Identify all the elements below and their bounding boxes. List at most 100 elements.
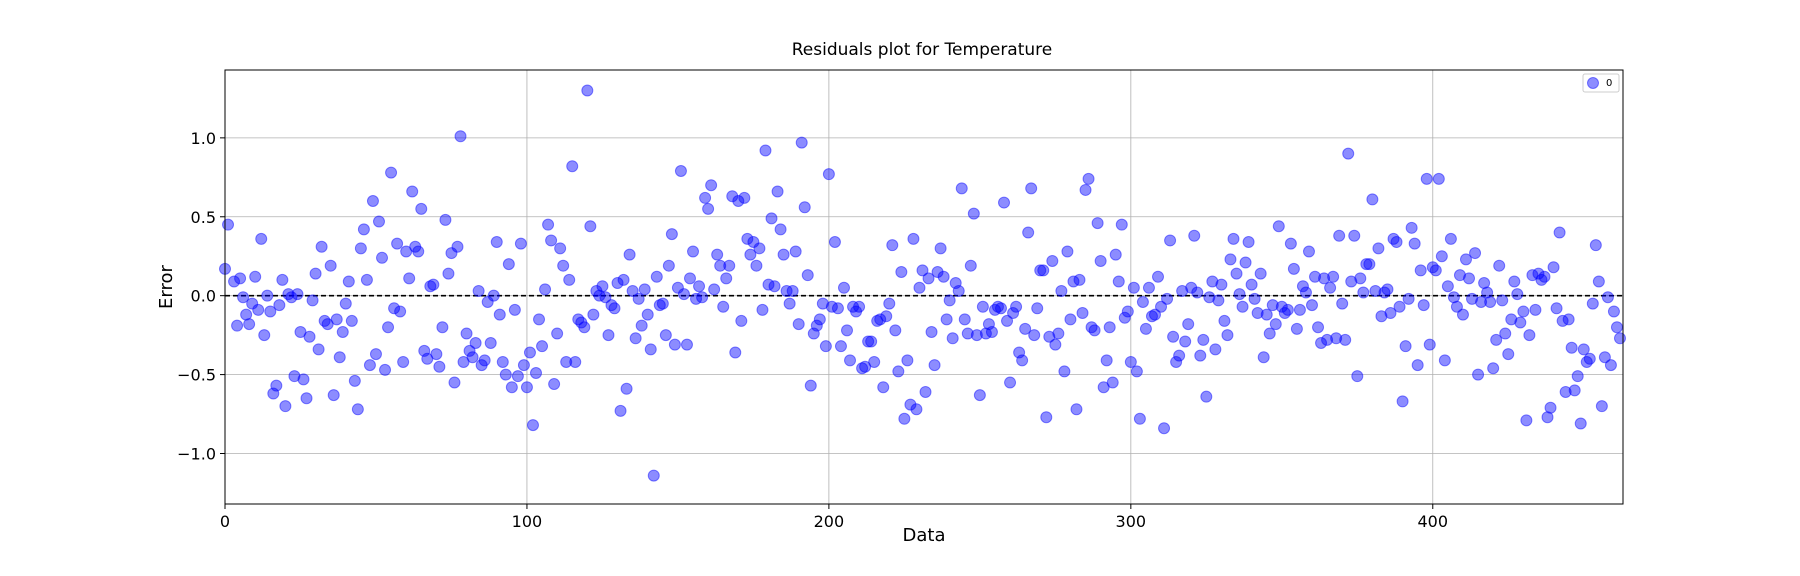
data-point bbox=[372, 215, 385, 228]
data-point bbox=[1444, 232, 1457, 245]
data-point bbox=[222, 218, 235, 231]
data-point bbox=[1478, 277, 1491, 290]
data-point bbox=[635, 319, 648, 332]
data-point bbox=[792, 318, 805, 331]
data-point bbox=[430, 348, 443, 361]
data-point bbox=[1257, 351, 1270, 364]
data-point bbox=[593, 289, 606, 302]
data-point bbox=[1475, 295, 1488, 308]
data-point bbox=[1094, 254, 1107, 267]
data-point bbox=[985, 325, 998, 338]
legend-entry-0: 0 bbox=[1606, 78, 1612, 89]
data-point bbox=[530, 367, 543, 380]
data-point bbox=[837, 281, 850, 294]
data-point bbox=[1556, 314, 1569, 327]
data-point bbox=[1481, 286, 1494, 299]
data-point bbox=[702, 202, 715, 215]
data-point bbox=[1197, 333, 1210, 346]
data-point bbox=[1263, 327, 1276, 340]
data-point bbox=[554, 242, 567, 255]
data-point bbox=[451, 240, 464, 253]
data-point bbox=[967, 207, 980, 220]
data-point bbox=[1559, 385, 1572, 398]
data-point bbox=[276, 273, 289, 286]
data-point bbox=[1176, 284, 1189, 297]
data-point bbox=[1574, 417, 1587, 430]
data-point bbox=[1532, 267, 1545, 280]
data-point bbox=[862, 335, 875, 348]
data-point bbox=[662, 259, 675, 272]
data-point bbox=[551, 327, 564, 340]
data-point bbox=[1601, 291, 1614, 304]
data-point bbox=[934, 242, 947, 255]
data-point bbox=[291, 288, 304, 301]
data-point bbox=[590, 284, 603, 297]
data-point bbox=[1130, 365, 1143, 378]
data-point bbox=[321, 318, 334, 331]
data-point bbox=[502, 258, 515, 271]
data-point bbox=[1487, 362, 1500, 375]
data-point bbox=[306, 294, 319, 307]
data-point bbox=[237, 291, 250, 304]
data-point bbox=[345, 314, 358, 327]
data-point bbox=[382, 321, 395, 334]
data-point bbox=[994, 302, 1007, 315]
data-point bbox=[1142, 281, 1155, 294]
data-point bbox=[928, 359, 941, 372]
data-point bbox=[312, 343, 325, 356]
data-point bbox=[910, 403, 923, 416]
data-point bbox=[1499, 327, 1512, 340]
data-point bbox=[406, 185, 419, 198]
data-point bbox=[1073, 273, 1086, 286]
data-point bbox=[720, 272, 733, 285]
data-point bbox=[1408, 237, 1421, 250]
data-point bbox=[1148, 308, 1161, 321]
data-point bbox=[801, 269, 814, 282]
data-point bbox=[1173, 349, 1186, 362]
data-point bbox=[961, 327, 974, 340]
data-point bbox=[626, 284, 639, 297]
data-point bbox=[231, 319, 244, 332]
data-point bbox=[1577, 343, 1590, 356]
data-point bbox=[484, 337, 497, 350]
data-point bbox=[1152, 270, 1165, 283]
data-point bbox=[536, 340, 549, 353]
data-point bbox=[807, 327, 820, 340]
data-point bbox=[1299, 286, 1312, 299]
data-point bbox=[282, 288, 295, 301]
data-point bbox=[774, 223, 787, 236]
data-point bbox=[732, 194, 745, 207]
data-point bbox=[738, 191, 751, 204]
data-point bbox=[1372, 242, 1385, 255]
data-point bbox=[717, 300, 730, 313]
y-axis-label: Error bbox=[156, 264, 177, 308]
data-point bbox=[1079, 183, 1092, 196]
data-point bbox=[1221, 329, 1234, 342]
data-point bbox=[1426, 261, 1439, 274]
data-point bbox=[469, 337, 482, 350]
data-point bbox=[1535, 273, 1548, 286]
data-point bbox=[693, 280, 706, 293]
data-point bbox=[683, 272, 696, 285]
data-point bbox=[1185, 281, 1198, 294]
data-point bbox=[1520, 414, 1533, 427]
data-point bbox=[508, 303, 521, 316]
data-point bbox=[1541, 411, 1554, 424]
data-point bbox=[1429, 264, 1442, 277]
data-point bbox=[1269, 318, 1282, 331]
data-point bbox=[1266, 299, 1279, 312]
data-point bbox=[369, 348, 382, 361]
data-point bbox=[1236, 300, 1249, 313]
data-point bbox=[388, 302, 401, 315]
data-point bbox=[578, 321, 591, 334]
plot-area-frame bbox=[224, 69, 1624, 505]
data-point bbox=[1324, 281, 1337, 294]
data-point bbox=[1411, 359, 1424, 372]
data-point bbox=[1333, 229, 1346, 242]
data-point bbox=[1456, 308, 1469, 321]
data-point bbox=[759, 144, 772, 157]
data-point bbox=[1571, 370, 1584, 383]
data-point bbox=[505, 381, 518, 394]
data-point bbox=[584, 220, 597, 233]
data-point bbox=[1070, 403, 1083, 416]
